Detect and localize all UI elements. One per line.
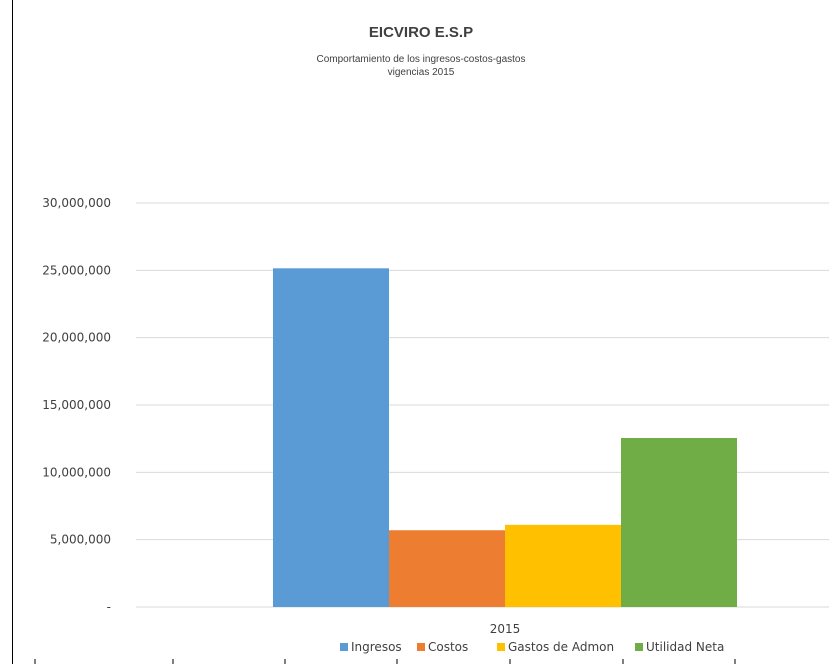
chart-title: EICVIRO E.S.P xyxy=(369,24,473,41)
legend-label: Gastos de Admon xyxy=(508,640,614,654)
legend-label: Utilidad Neta xyxy=(646,640,724,654)
legend-swatch xyxy=(635,643,643,651)
y-axis-tick-labels: - 5,000,000 10,000,000 15,000,000 20,000,000… xyxy=(42,196,111,614)
legend-label: Ingresos xyxy=(351,640,402,654)
y-tick-label: 30,000,000 xyxy=(42,196,111,210)
legend-swatch xyxy=(417,643,425,651)
bar-gastos-de-admon xyxy=(505,524,621,607)
bar-utilidad-neta xyxy=(621,437,737,607)
gridlines xyxy=(136,202,829,608)
bars xyxy=(273,268,737,607)
bar-costos xyxy=(389,530,505,607)
legend-label: Costos xyxy=(428,640,468,654)
y-tick-label: 20,000,000 xyxy=(42,331,111,345)
legend: Ingresos Costos Gastos de Admon Utilidad Ne… xyxy=(340,640,724,654)
y-tick-label: 5,000,000 xyxy=(50,533,111,547)
bottom-border-ticks xyxy=(34,659,736,664)
x-axis-category-labels: 2015 xyxy=(490,622,521,636)
y-tick-label: 25,000,000 xyxy=(42,263,111,277)
chart-frame: EICVIRO E.S.P Comportamiento de los ingr… xyxy=(12,0,840,664)
bar-ingresos xyxy=(273,268,389,607)
chart-svg: EICVIRO E.S.P Comportamiento de los ingr… xyxy=(34,24,829,664)
y-tick-label: - xyxy=(107,600,111,614)
legend-swatch xyxy=(497,643,505,651)
chart-subtitle-line-1: Comportamiento de los ingresos-costos-ga… xyxy=(317,54,526,65)
y-tick-label: 15,000,000 xyxy=(42,398,111,412)
category-label: 2015 xyxy=(490,622,521,636)
chart-subtitle-line-2: vigencias 2015 xyxy=(388,67,455,78)
y-tick-label: 10,000,000 xyxy=(42,465,111,479)
legend-swatch xyxy=(340,643,348,651)
